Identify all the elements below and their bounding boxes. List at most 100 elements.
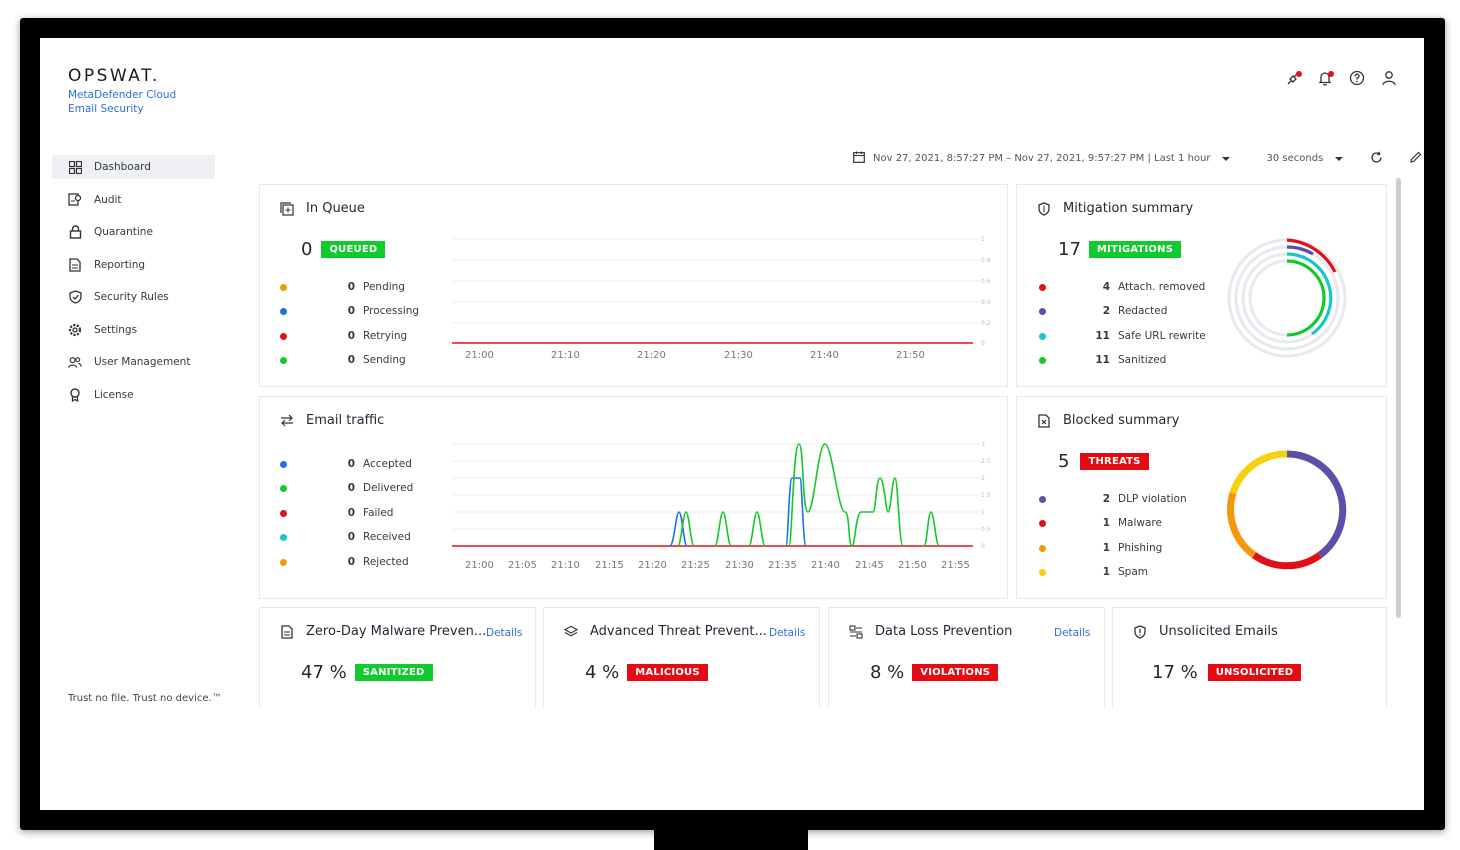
integrations-button[interactable] bbox=[1284, 71, 1302, 89]
mitigation-title: Mitigation summary bbox=[1063, 201, 1194, 216]
notifications-button[interactable] bbox=[1316, 71, 1334, 89]
x-tick: 21:10 bbox=[551, 350, 580, 361]
legend-dot bbox=[280, 509, 287, 517]
y-tick: 1.5 bbox=[981, 492, 991, 499]
spam-arc bbox=[1229, 450, 1288, 495]
y-tick: 0.6 bbox=[981, 278, 991, 285]
status-badge: MALICIOUS bbox=[627, 664, 708, 681]
card-title: Advanced Threat Prevent... bbox=[564, 624, 767, 639]
scrollbar[interactable] bbox=[1396, 178, 1401, 618]
mitigation-summary-card: Mitigation summary 17 MITIGATIONS 4 Attac… bbox=[1016, 184, 1387, 387]
layers-icon bbox=[564, 625, 578, 639]
date-toolbar: Nov 27, 2021, 8:57:27 PM – Nov 27, 2021,… bbox=[853, 151, 1423, 166]
malware-arc bbox=[1251, 552, 1323, 570]
legend-item: 0 Delivered bbox=[280, 482, 413, 494]
details-link[interactable]: Details bbox=[1054, 627, 1091, 639]
card-title: Zero-Day Malware Preven... bbox=[280, 624, 486, 639]
notification-dot bbox=[1328, 71, 1334, 77]
legend-dot bbox=[1039, 307, 1046, 315]
card-title: Email traffic bbox=[280, 413, 384, 428]
y-tick: 0.5 bbox=[981, 526, 991, 533]
y-tick: 0.2 bbox=[981, 320, 991, 327]
help-button[interactable] bbox=[1348, 70, 1366, 89]
queued-badge: QUEUED bbox=[321, 241, 386, 258]
legend-item: 11 Sanitized bbox=[1039, 354, 1166, 366]
legend-item: 1 Malware bbox=[1039, 517, 1162, 529]
details-link[interactable]: Details bbox=[486, 627, 523, 639]
sidebar-item-audit[interactable]: Audit bbox=[52, 188, 215, 212]
x-tick: 21:40 bbox=[810, 350, 839, 361]
y-tick: 1 bbox=[981, 236, 985, 243]
zero-day-title: Zero-Day Malware Preven... bbox=[306, 624, 487, 639]
advanced-threat-card: Advanced Threat Prevent... Details 4 % M… bbox=[543, 607, 820, 717]
x-tick: 21:15 bbox=[595, 560, 624, 571]
shield-icon bbox=[1133, 624, 1147, 639]
x-tick: 21:20 bbox=[638, 560, 667, 571]
percent-value: 47 % bbox=[301, 662, 347, 683]
sidebar-item-settings[interactable]: Settings bbox=[52, 318, 215, 342]
status-badge: UNSOLICITED bbox=[1207, 664, 1302, 681]
chevron-down-icon[interactable] bbox=[1222, 156, 1231, 161]
x-tick: 21:30 bbox=[725, 560, 754, 571]
shield-icon bbox=[1037, 201, 1051, 216]
threats-count: 5 bbox=[1058, 451, 1070, 472]
refresh-interval-select[interactable]: 30 seconds bbox=[1266, 153, 1344, 164]
sidebar-item-user-management[interactable]: User Management bbox=[52, 350, 215, 374]
shield-check-icon bbox=[68, 290, 82, 304]
status-badge: VIOLATIONS bbox=[912, 664, 999, 681]
x-tick: 21:45 bbox=[855, 560, 884, 571]
refresh-button[interactable] bbox=[1369, 151, 1383, 166]
legend-dot bbox=[280, 283, 287, 291]
y-tick: 0 bbox=[981, 543, 985, 550]
in-queue-card: In Queue 0 QUEUED 0 Pending 0 Processing 0… bbox=[259, 184, 1008, 387]
product-name: MetaDefender Cloud bbox=[68, 89, 177, 101]
in-queue-title: In Queue bbox=[306, 201, 365, 216]
blocked-file-icon bbox=[1037, 413, 1051, 428]
sidebar-item-security-rules[interactable]: Security Rules bbox=[52, 285, 215, 309]
monitor-stand bbox=[654, 828, 808, 850]
dlp-card: Data Loss Prevention Details 8 % VIOLATI… bbox=[828, 607, 1105, 717]
zero-day-card: Zero-Day Malware Preven... Details 47 % … bbox=[259, 607, 536, 717]
card-title: Mitigation summary bbox=[1037, 201, 1193, 216]
legend-item: 0 Processing bbox=[280, 305, 419, 317]
legend-dot bbox=[280, 356, 287, 364]
x-tick: 21:20 bbox=[637, 350, 666, 361]
header-actions bbox=[1284, 70, 1398, 89]
card-title: Data Loss Prevention bbox=[849, 624, 1012, 639]
legend-item: 11 Safe URL rewrite bbox=[1039, 330, 1206, 342]
unsolicited-card: Unsolicited Emails 17 % UNSOLICITED bbox=[1112, 607, 1387, 717]
user-icon bbox=[1382, 70, 1396, 90]
legend-item: 2 Redacted bbox=[1039, 305, 1167, 317]
threats-badge: THREATS bbox=[1080, 453, 1149, 470]
redacted-arc bbox=[1286, 245, 1314, 256]
x-tick: 21:55 bbox=[941, 560, 970, 571]
chevron-down-icon bbox=[1335, 156, 1344, 161]
queued-count: 0 bbox=[301, 239, 313, 260]
advanced-threat-title: Advanced Threat Prevent... bbox=[590, 624, 767, 639]
x-tick: 21:05 bbox=[508, 560, 537, 571]
sidebar-item-license[interactable]: License bbox=[52, 383, 215, 407]
y-tick: 1 bbox=[981, 509, 985, 516]
brand-logo[interactable]: OPSWAT. MetaDefender Cloud Email Securit… bbox=[68, 66, 176, 116]
mitigations-count: 17 bbox=[1058, 239, 1081, 260]
user-profile-button[interactable] bbox=[1380, 71, 1398, 89]
percent-value: 17 % bbox=[1152, 662, 1198, 683]
sidebar-item-reporting[interactable]: Reporting bbox=[52, 253, 215, 277]
email-traffic-title: Email traffic bbox=[306, 413, 385, 428]
sidebar-item-dashboard[interactable]: Dashboard bbox=[52, 155, 215, 179]
legend-dot bbox=[280, 558, 287, 566]
blocked-donut-chart bbox=[1227, 450, 1347, 570]
sidebar-item-label: Audit bbox=[94, 193, 122, 206]
sidebar-item-label: Security Rules bbox=[94, 291, 169, 303]
legend-dot bbox=[1039, 544, 1046, 552]
dlp-title: Data Loss Prevention bbox=[875, 624, 1013, 639]
sidebar-item-label: Settings bbox=[94, 323, 138, 336]
interval-value: 30 seconds bbox=[1266, 153, 1324, 164]
legend-item: 0 Received bbox=[280, 531, 411, 543]
sidebar-item-quarantine[interactable]: Quarantine bbox=[52, 220, 215, 244]
edit-button[interactable] bbox=[1409, 151, 1423, 166]
mitigation-radial-chart bbox=[1227, 238, 1347, 358]
blocked-summary-card: Blocked summary 5 THREATS 2 DLP violation… bbox=[1016, 396, 1387, 599]
details-link[interactable]: Details bbox=[769, 627, 806, 639]
date-range-select[interactable]: Nov 27, 2021, 8:57:27 PM – Nov 27, 2021,… bbox=[873, 153, 1211, 164]
